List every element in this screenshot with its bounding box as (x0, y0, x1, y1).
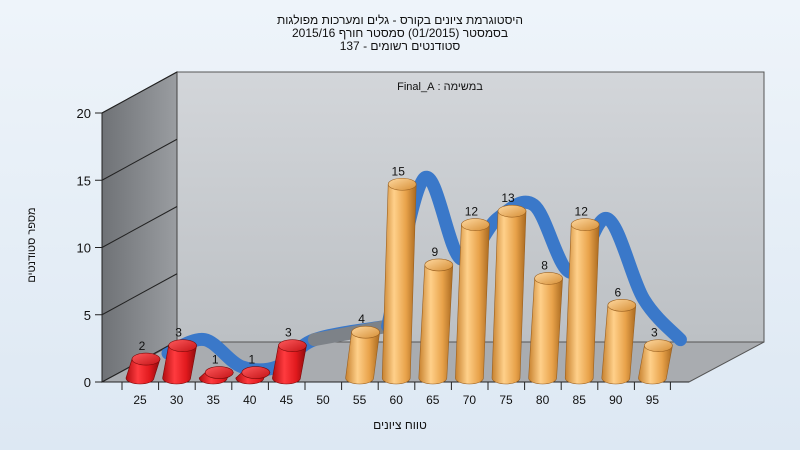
bar-body (528, 278, 563, 385)
x-tick-label: 80 (536, 393, 550, 407)
bar-80 (528, 272, 563, 385)
x-tick-label: 45 (280, 393, 294, 407)
x-axis-label: טווח ציונים (373, 418, 427, 432)
bar-top (644, 339, 673, 352)
chart-title-line-2: בסמסטר (01/2015) סמסטר חורף 2015/16 (291, 26, 509, 40)
bar-90 (601, 298, 637, 385)
bar-45 (272, 339, 307, 385)
bar-40 (235, 366, 271, 385)
bar-65 (418, 258, 454, 385)
x-tick-label: 30 (170, 393, 184, 407)
y-gridline-side (101, 138, 178, 181)
bar-body (418, 264, 454, 385)
bar-55 (345, 325, 380, 385)
bar-top (241, 366, 271, 379)
bar-25 (125, 352, 161, 385)
data-label: 12 (575, 205, 589, 219)
data-label: 12 (465, 205, 479, 219)
bar-top (131, 352, 161, 366)
bar-body (381, 183, 417, 385)
bar-top (351, 325, 380, 339)
x-tick-label: 70 (463, 393, 477, 407)
y-tick-label: 15 (77, 173, 91, 188)
bar-top (534, 272, 563, 285)
data-label: 3 (175, 326, 182, 340)
y-tick-label: 5 (84, 308, 91, 323)
bar-body (601, 305, 637, 385)
x-tick-label: 85 (573, 393, 587, 407)
bar-top (424, 258, 454, 272)
bar-top (461, 218, 490, 231)
bar-30 (162, 339, 197, 385)
data-label: 8 (541, 258, 548, 272)
chart-subtitle: במשימה : Final_A (397, 81, 483, 93)
x-tick-label: 95 (646, 393, 660, 407)
y-gridline-side (101, 273, 178, 316)
bar-top (168, 339, 197, 352)
bar-body (345, 331, 380, 385)
data-label: 3 (651, 326, 658, 340)
bar-60 (381, 177, 417, 385)
x-tick-label: 60 (390, 393, 404, 407)
bar-top (387, 177, 417, 191)
bar-top (570, 218, 600, 231)
bar-body (564, 224, 600, 385)
data-label: 6 (614, 285, 621, 299)
bar-top (607, 298, 637, 312)
bar-body (272, 345, 307, 385)
x-axis: 25 30 35 40 45 50 55 60 65 70 75 80 85 90 95 (121, 382, 671, 407)
y-axis: 0 5 10 15 20 (77, 71, 178, 390)
bar-body (491, 210, 527, 385)
y-gridline-side (101, 206, 178, 248)
x-tick-label: 90 (609, 393, 623, 407)
data-label: 2 (139, 339, 146, 353)
chart-title-line-3: סטודנטים רשומים - 137 (339, 39, 461, 53)
bar-85 (564, 218, 600, 385)
data-label: 15 (392, 164, 406, 178)
bar-body (162, 345, 197, 385)
bar-35 (198, 366, 234, 385)
y-tick-label: 20 (77, 106, 91, 121)
x-tick-label: 65 (426, 393, 440, 407)
bar-top (497, 204, 527, 218)
x-tick-label: 55 (353, 393, 367, 407)
x-tick-label: 35 (207, 393, 221, 407)
bar-75 (491, 204, 527, 385)
data-label: 1 (248, 353, 255, 367)
y-axis-label: מספר סטודנטים (26, 207, 38, 283)
trend-ribbon-right (381, 170, 687, 347)
bars (125, 177, 673, 385)
y-tick-label: 10 (77, 241, 91, 256)
y-gridline-side (101, 71, 178, 114)
data-label: 1 (212, 353, 219, 367)
x-tick-label: 50 (316, 393, 330, 407)
bar-body (455, 224, 490, 385)
y-tick-label: 0 (84, 375, 91, 390)
bar-body (638, 345, 673, 385)
x-tick-label: 75 (499, 393, 513, 407)
bar-70 (455, 218, 490, 385)
data-label: 3 (285, 326, 292, 340)
chart-title-line-1: היסטוגרמת ציונים בקורס - גלים ומערכות מפ… (277, 13, 523, 27)
bar-top (204, 366, 234, 379)
x-tick-label: 40 (243, 393, 257, 407)
data-label: 9 (431, 245, 438, 259)
x-tick-label: 25 (133, 393, 147, 407)
bar-95 (638, 339, 673, 385)
bar-top (278, 339, 307, 352)
bar-body (125, 358, 161, 385)
data-label: 13 (501, 191, 515, 205)
data-label: 4 (358, 312, 365, 326)
